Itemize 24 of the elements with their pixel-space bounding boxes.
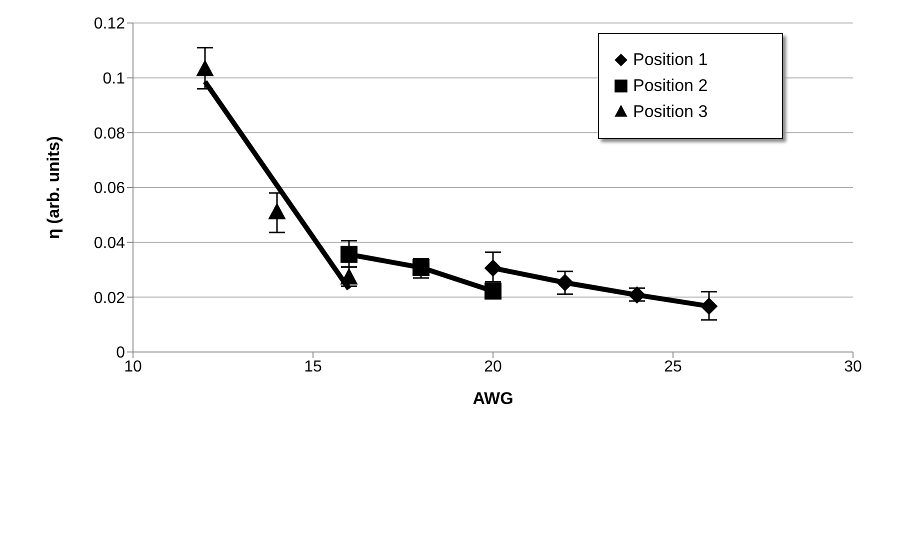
- y-tick-label: 0.02: [94, 290, 126, 307]
- x-tick-label: 20: [484, 358, 502, 376]
- legend-label: Position 3: [633, 102, 708, 122]
- point: [268, 203, 286, 220]
- x-tick-label: 30: [844, 358, 862, 376]
- point: [484, 260, 502, 277]
- x-tick-label: 15: [304, 358, 322, 376]
- y-tick-label: 0.12: [94, 16, 126, 33]
- x-tick-label: 25: [664, 358, 682, 376]
- legend-label: Position 1: [633, 50, 708, 70]
- point: [700, 298, 718, 315]
- point: [484, 282, 502, 300]
- point: [196, 60, 214, 76]
- point: [556, 274, 574, 292]
- y-tick-label: 0: [116, 344, 126, 362]
- point: [340, 246, 358, 263]
- x-tick-label: 10: [124, 358, 142, 376]
- y-tick-label: 0.06: [94, 180, 126, 198]
- y-tick-label: 0.08: [94, 125, 126, 142]
- legend-label: Position 2: [633, 76, 708, 96]
- y-tick-label: 0.1: [102, 70, 126, 88]
- x-axis-title: AWG: [472, 389, 514, 408]
- y-axis-title: η (arb. units): [44, 136, 64, 239]
- y-tick-label: 0.04: [94, 235, 126, 252]
